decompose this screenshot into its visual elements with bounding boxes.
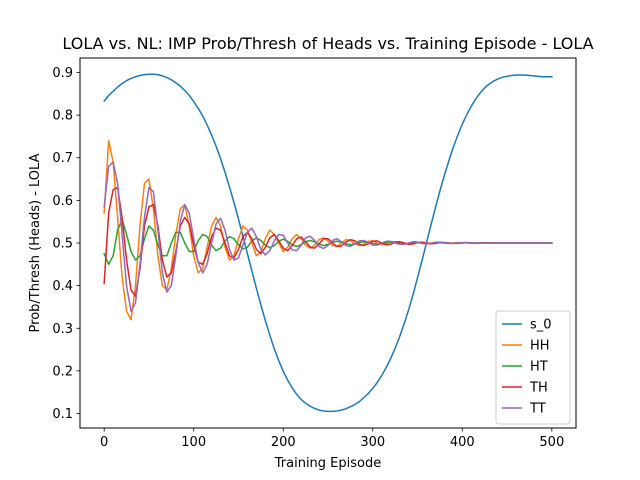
y-tick-label: 0.9: [52, 66, 73, 81]
y-tick-label: 0.2: [52, 364, 73, 379]
tick-layer: 0 100 200 300 400 500 0.1 0.2 0.3 0.4 0.5 0.6 0.7 0.8…: [52, 66, 564, 450]
y-tick-label: 0.5: [52, 237, 73, 252]
y-tick-label: 0.4: [52, 279, 73, 294]
y-axis-label: Prob/Thresh (Heads) - LOLA: [28, 153, 43, 332]
plot-area: [103, 73, 553, 413]
x-tick-label: 400: [450, 435, 475, 450]
x-tick-label: 500: [539, 435, 564, 450]
legend-box: [495, 310, 571, 425]
x-tick-label: 200: [271, 435, 296, 450]
legend-label: TT: [529, 402, 546, 417]
legend-label: s_0: [530, 318, 552, 333]
y-tick-label: 0.7: [52, 151, 73, 166]
y-tick-label: 0.1: [52, 407, 73, 422]
series-line-tt: [103, 161, 553, 312]
x-axis-label: Training Episode: [274, 456, 381, 471]
legend: s_0 HH HT TH TT: [495, 310, 571, 425]
y-tick-label: 0.3: [52, 322, 73, 337]
legend-label: HH: [530, 339, 550, 354]
x-tick-label: 100: [181, 435, 206, 450]
x-tick-label: 0: [100, 435, 108, 450]
legend-label: HT: [530, 360, 548, 375]
y-tick-label: 0.6: [52, 194, 73, 209]
x-tick-label: 300: [360, 435, 385, 450]
series-line-s-0: [103, 73, 553, 413]
legend-label: TH: [529, 381, 548, 396]
y-tick-label: 0.8: [52, 109, 73, 124]
chart-title: LOLA vs. NL: IMP Prob/Thresh of Heads vs…: [62, 34, 593, 53]
